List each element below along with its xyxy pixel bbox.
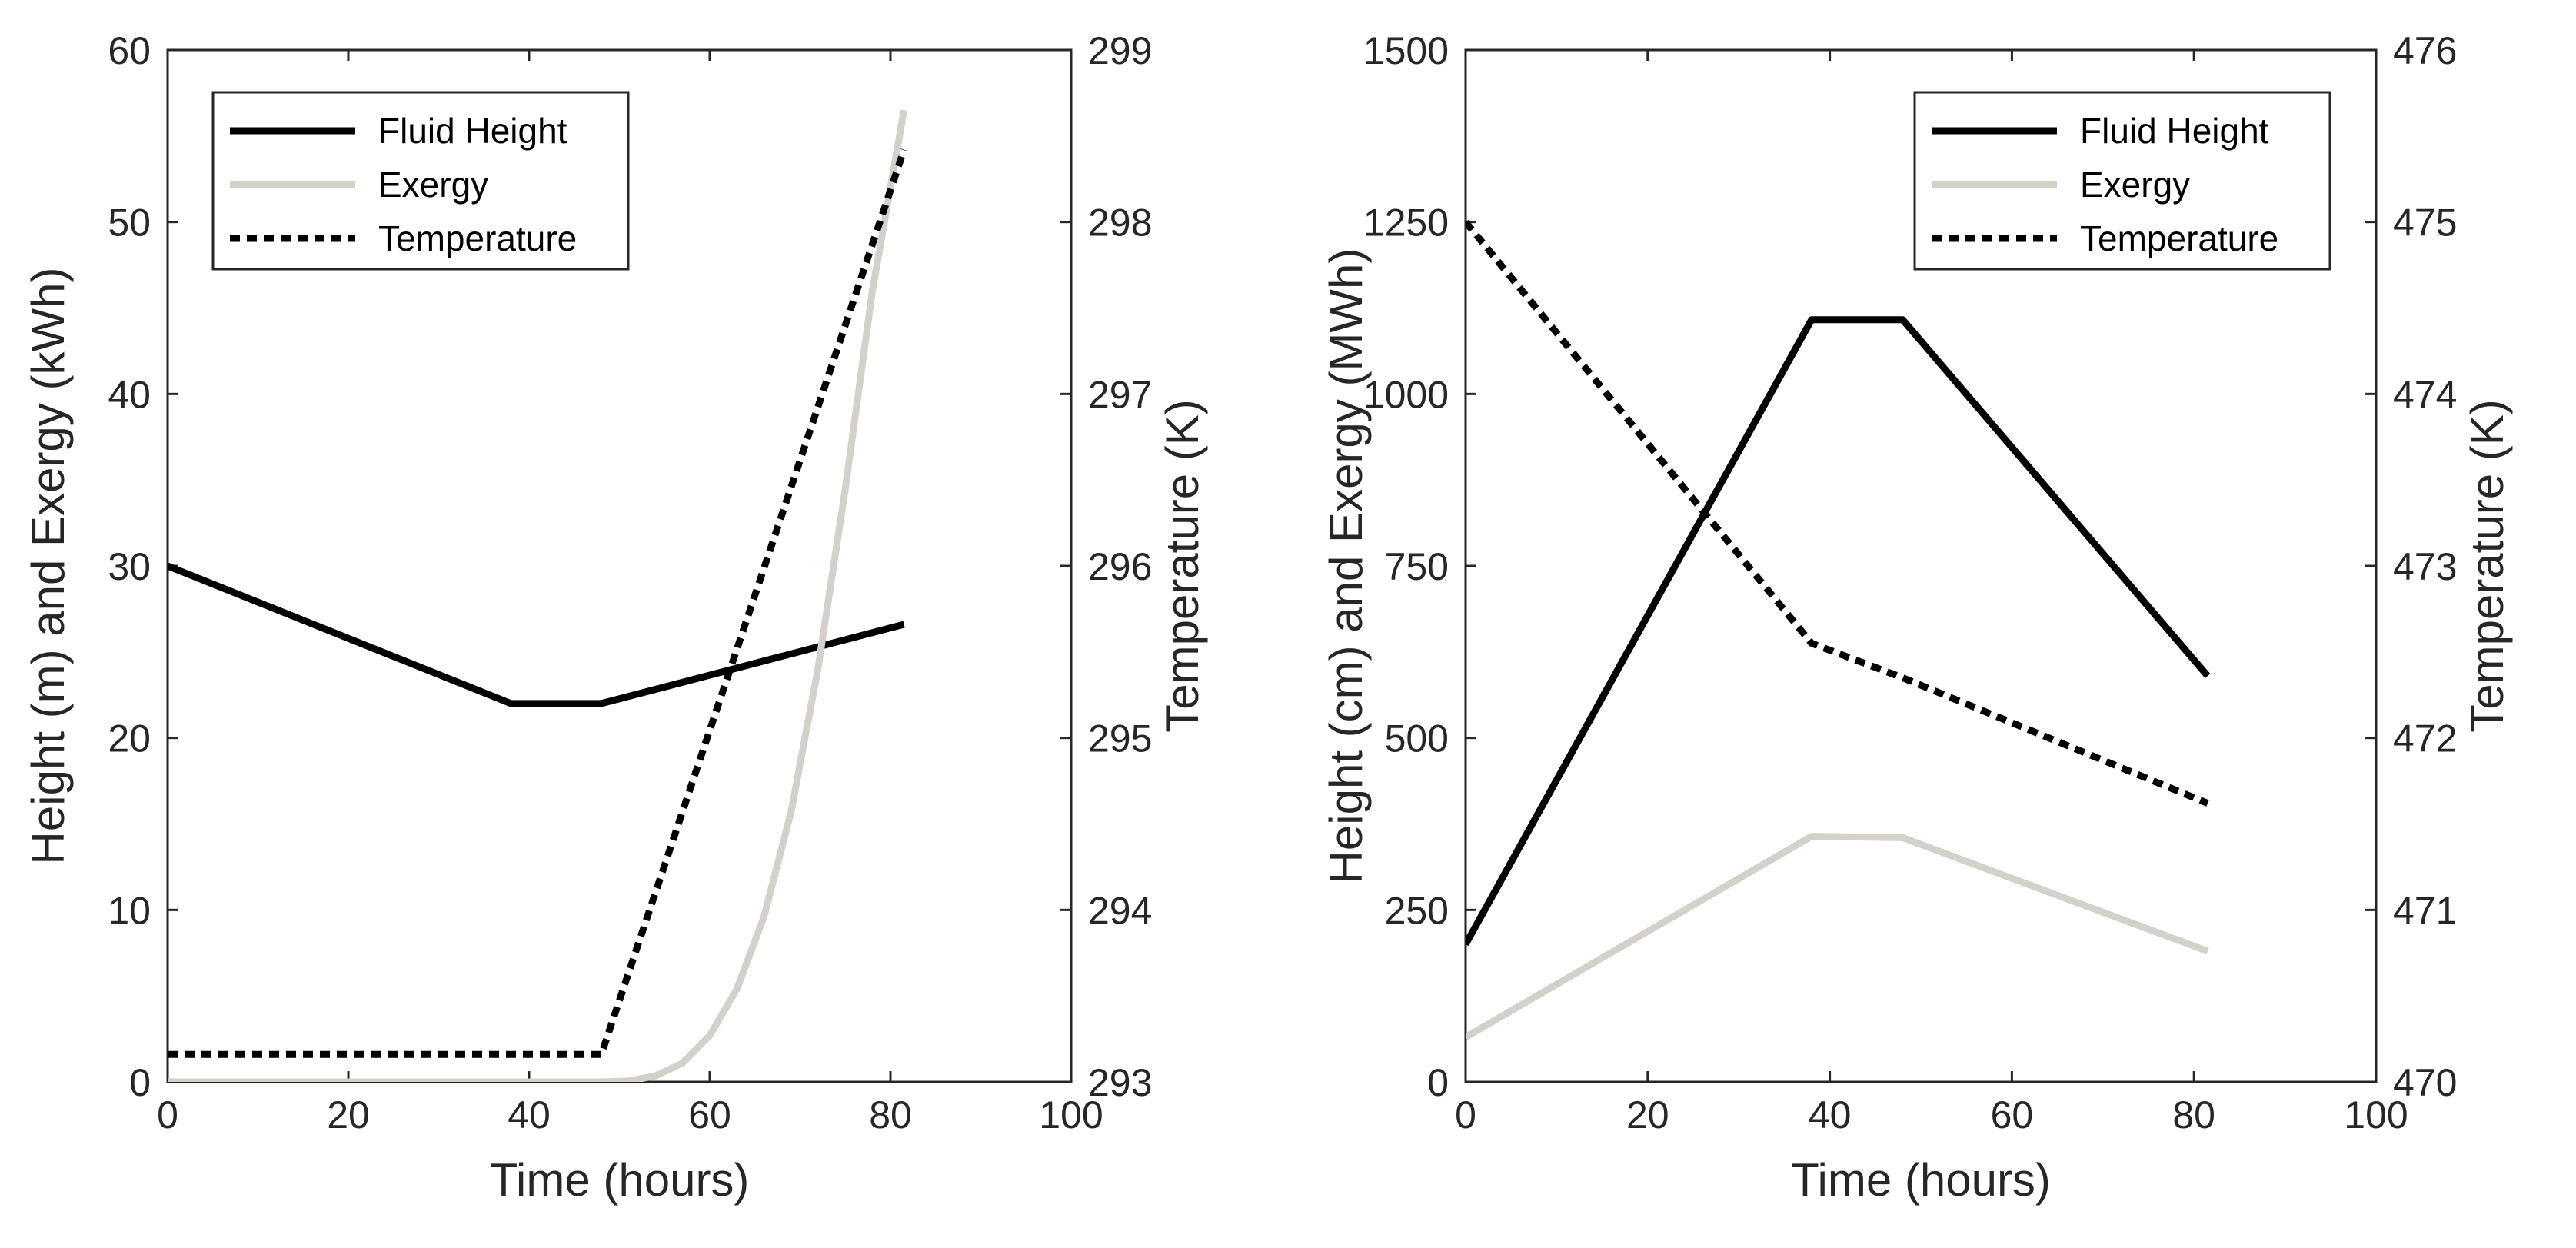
y-left-tick-label: 40	[108, 373, 151, 416]
y-left-tick-label: 20	[108, 717, 151, 760]
series-line-fluid-height	[1466, 316, 2211, 947]
y-right-tick-label: 474	[2393, 373, 2457, 416]
y-right-tick-label: 299	[1088, 29, 1152, 72]
y-right-tick-label: 472	[2393, 717, 2457, 760]
x-tick-label: 20	[1626, 1093, 1669, 1137]
y-left-tick-label: 1250	[1363, 201, 1449, 245]
x-tick-label: 0	[1455, 1093, 1476, 1137]
y-right-tick-label: 473	[2393, 545, 2457, 588]
y-left-tick-label: 1500	[1363, 29, 1449, 72]
y-left-axis-label: Height (m) and Exergy (kWh)	[22, 268, 74, 865]
y-left-tick-label: 250	[1385, 889, 1449, 932]
x-tick-label: 40	[508, 1093, 551, 1137]
y-left-tick-label: 10	[108, 889, 151, 932]
y-right-tick-label: 297	[1088, 373, 1152, 416]
series-line-fluid-height	[168, 562, 905, 707]
y-left-tick-label: 750	[1385, 545, 1449, 588]
x-tick-label: 80	[869, 1093, 912, 1137]
y-right-tick-label: 475	[2393, 201, 2457, 245]
legend-label-exergy: Exergy	[2080, 165, 2190, 205]
legend-label-exergy: Exergy	[378, 165, 488, 205]
legend-label-fluid-height: Fluid Height	[378, 111, 567, 151]
chart-right: 0 20 40 60 80 1000250500750100012501500470471…	[1320, 29, 2513, 1206]
y-right-axis-label: Temperature (K)	[1157, 399, 1208, 732]
x-tick-label: 60	[1991, 1093, 2034, 1137]
x-tick-label: 100	[2344, 1093, 2408, 1137]
series-line-exergy	[168, 109, 908, 1082]
y-right-tick-label: 298	[1088, 201, 1152, 245]
y-right-tick-label: 294	[1088, 889, 1152, 932]
series-line-exergy	[1466, 833, 2209, 1040]
y-right-tick-label: 470	[2393, 1061, 2457, 1104]
x-tick-label: 40	[1809, 1093, 1852, 1137]
legend: Fluid Height Exergy Temperature	[211, 91, 630, 271]
x-tick-label: 60	[688, 1093, 731, 1137]
x-tick-label: 0	[157, 1093, 178, 1137]
y-left-tick-label: 1000	[1363, 373, 1449, 416]
y-left-tick-label: 0	[129, 1061, 151, 1104]
x-tick-label: 80	[2172, 1093, 2215, 1137]
y-right-axis-label: Temperature (K)	[2461, 399, 2513, 732]
legend-label-fluid-height: Fluid Height	[2080, 111, 2269, 151]
y-right-tick-label: 293	[1088, 1061, 1152, 1104]
legend-label-temperature: Temperature	[378, 218, 577, 258]
chart-left: 0 20 40 60 80 100 0 10 20 30 40 50 60 293 294 295 296 297…	[22, 29, 1208, 1206]
x-axis-label: Time (hours)	[490, 1154, 750, 1206]
y-left-tick-label: 60	[108, 29, 151, 72]
y-right-tick-label: 296	[1088, 545, 1152, 588]
y-left-tick-label: 30	[108, 545, 151, 588]
x-axis-label: Time (hours)	[1791, 1154, 2051, 1206]
y-left-tick-label: 50	[108, 201, 151, 245]
legend: Fluid Height Exergy Temperature	[1913, 91, 2331, 271]
x-tick-label: 100	[1039, 1093, 1103, 1137]
series-line-temperature	[168, 148, 907, 1058]
y-right-tick-label: 295	[1088, 717, 1152, 760]
series-line-temperature	[1466, 219, 2209, 807]
y-right-tick-label: 471	[2393, 889, 2457, 932]
legend-label-temperature: Temperature	[2080, 218, 2278, 258]
x-tick-label: 20	[327, 1093, 370, 1137]
y-left-tick-label: 500	[1385, 717, 1449, 760]
y-left-axis-label: Height (cm) and Exergy (MWh)	[1320, 248, 1372, 884]
y-left-tick-label: 0	[1427, 1061, 1449, 1104]
y-right-tick-label: 476	[2393, 29, 2457, 72]
